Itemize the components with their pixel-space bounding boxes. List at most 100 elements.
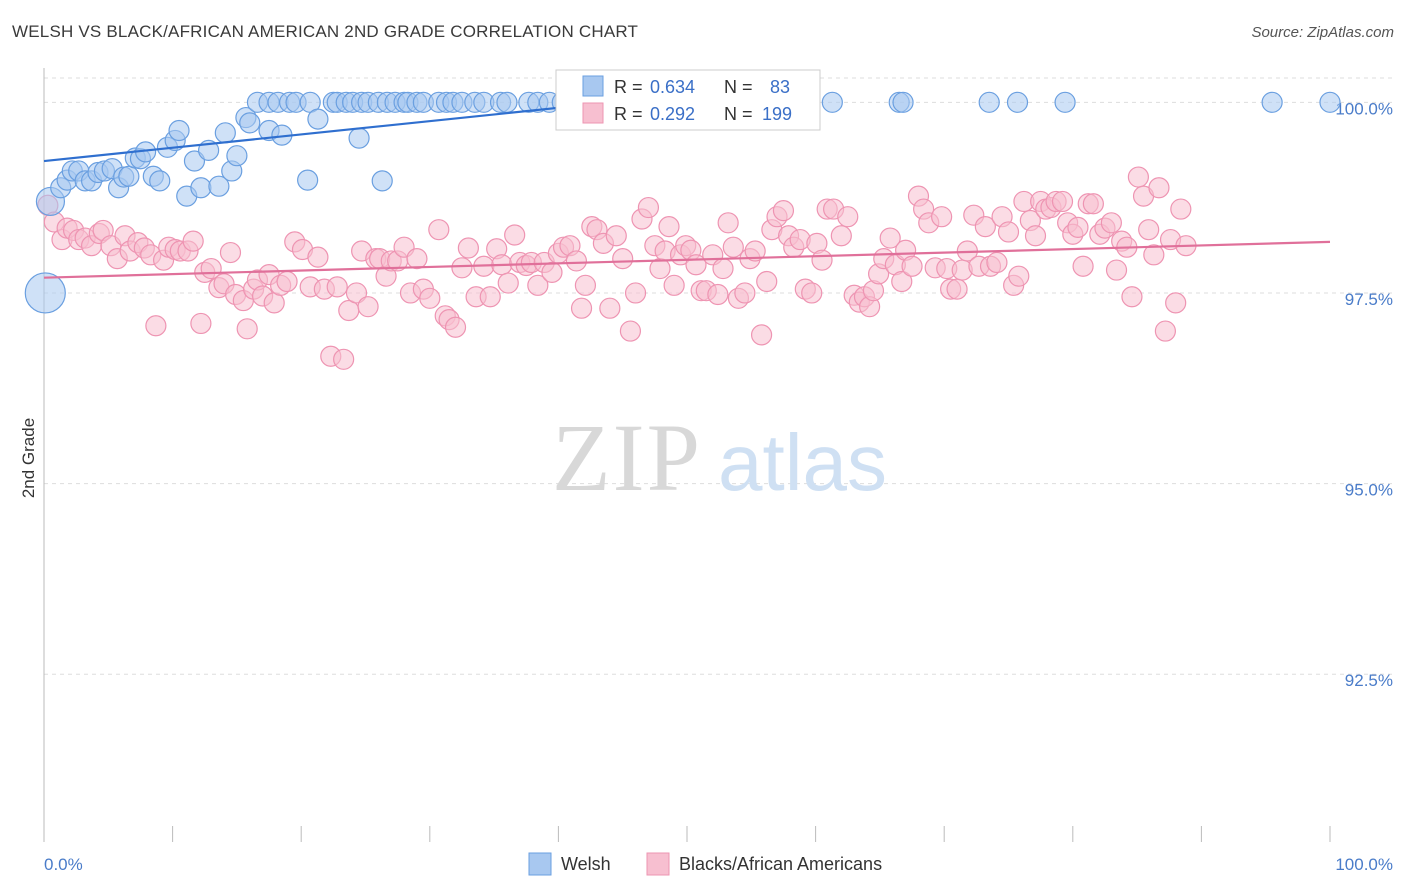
black-point-90: [599, 297, 621, 319]
welsh-point-82: [1261, 91, 1283, 113]
black-point-94: [624, 282, 647, 304]
black-point-126: [801, 282, 823, 304]
axes: 100.0% 97.5% 95.0% 92.5%: [43, 68, 1393, 842]
black-point-121: [772, 199, 795, 222]
black-point-118: [756, 270, 778, 293]
black-point-185: [1127, 166, 1149, 188]
black-point-23: [182, 230, 204, 252]
legend-black-n-value: 199: [762, 104, 792, 124]
black-trend-line: [43, 240, 1331, 279]
trend-lines: [43, 102, 1331, 279]
welsh-point-17: [149, 170, 171, 192]
welsh-point-30: [239, 112, 261, 134]
black-point-131: [830, 225, 852, 247]
black-point-111: [717, 212, 739, 234]
legend-welsh-r-label: R =: [614, 77, 643, 97]
y-tick-label-1: 97.5%: [1345, 290, 1393, 309]
black-point-114: [734, 282, 756, 304]
black-point-190: [1154, 320, 1176, 342]
black-point-171: [1051, 190, 1074, 213]
black-point-80: [541, 261, 563, 283]
welsh-point-83: [1319, 91, 1341, 113]
welsh-point-26: [214, 122, 236, 144]
y-tick-label-3: 92.5%: [1345, 671, 1393, 690]
black-point-29: [219, 241, 242, 264]
welsh-point-63: [496, 91, 518, 113]
black-point-181: [1105, 259, 1128, 281]
black-point-85: [570, 297, 593, 319]
legend-welsh-r-value: 0.634: [650, 77, 695, 97]
black-point-175: [1072, 255, 1094, 277]
source-label: Source: ZipAtlas.com: [1251, 24, 1394, 41]
black-point-49: [345, 282, 368, 304]
black-point-193: [1170, 198, 1192, 220]
black-point-177: [1082, 193, 1104, 215]
bottom-legend-black-swatch: [646, 852, 670, 876]
x-tick-label-0: 0.0%: [44, 855, 83, 874]
welsh-point-49: [371, 170, 393, 192]
black-point-152: [946, 278, 968, 300]
black-point-192: [1165, 292, 1187, 314]
black-point-93: [619, 320, 642, 342]
black-point-51: [357, 296, 379, 318]
watermark: ZIP atlas: [552, 404, 887, 511]
black-point-32: [236, 318, 258, 340]
black-point-174: [1067, 216, 1089, 238]
welsh-series-points: [24, 91, 1341, 314]
stats-legend: R = 0.634 N = 83 R = 0.292 N = 199: [555, 69, 821, 131]
legend-welsh-n-value: 83: [770, 77, 790, 97]
welsh-point-81: [1054, 91, 1076, 113]
welsh-point-38: [297, 169, 319, 191]
bottom-legend-black-label: Blacks/African Americans: [679, 854, 882, 874]
watermark-zip: ZIP: [552, 404, 702, 511]
black-point-128: [811, 249, 833, 271]
welsh-point-20: [168, 119, 190, 142]
black-point-66: [451, 257, 473, 279]
welsh-point-80: [1006, 91, 1029, 113]
black-point-157: [974, 216, 996, 238]
black-point-70: [479, 286, 501, 308]
black-point-161: [997, 221, 1020, 243]
black-point-163: [1008, 265, 1030, 287]
welsh-point-22: [183, 150, 206, 172]
welsh-point-12: [118, 165, 140, 187]
black-point-24: [190, 312, 212, 335]
black-point-84: [565, 250, 588, 272]
legend-black-n-label: N =: [724, 104, 753, 124]
welsh-point-84: [24, 272, 66, 314]
black-point-86: [574, 274, 597, 296]
chart-title: WELSH VS BLACK/AFRICAN AMERICAN 2ND GRAD…: [12, 22, 639, 41]
black-point-91: [605, 225, 627, 247]
black-point-110: [712, 257, 734, 280]
series-legend: Welsh Blacks/African Americans: [528, 852, 882, 876]
black-point-62: [428, 219, 450, 241]
black-point-140: [879, 227, 901, 249]
black-point-17: [145, 315, 167, 337]
black-point-65: [444, 316, 467, 338]
black-point-101: [663, 274, 685, 296]
legend-welsh-n-label: N =: [724, 77, 753, 97]
black-point-116: [744, 240, 766, 262]
welsh-point-40: [307, 108, 329, 130]
black-point-78: [527, 274, 549, 296]
black-point-187: [1138, 219, 1160, 241]
welsh-point-45: [348, 127, 370, 149]
welsh-point-79: [978, 91, 1000, 113]
black-point-74: [504, 224, 526, 246]
y-tick-label-2: 95.0%: [1345, 481, 1393, 500]
black-point-67: [457, 237, 479, 259]
black-point-109: [707, 283, 729, 306]
black-point-61: [419, 287, 441, 309]
black-point-92: [612, 248, 634, 270]
legend-black-r-label: R =: [614, 104, 643, 124]
black-point-96: [637, 196, 660, 219]
black-point-180: [1100, 212, 1122, 234]
welsh-trend-line: [43, 102, 598, 163]
black-point-73: [497, 272, 519, 294]
welsh-point-25: [208, 175, 230, 197]
black-point-142: [891, 270, 913, 293]
black-point-39: [276, 270, 298, 293]
legend-black-r-value: 0.292: [650, 104, 695, 124]
bottom-legend-welsh-label: Welsh: [561, 854, 611, 874]
